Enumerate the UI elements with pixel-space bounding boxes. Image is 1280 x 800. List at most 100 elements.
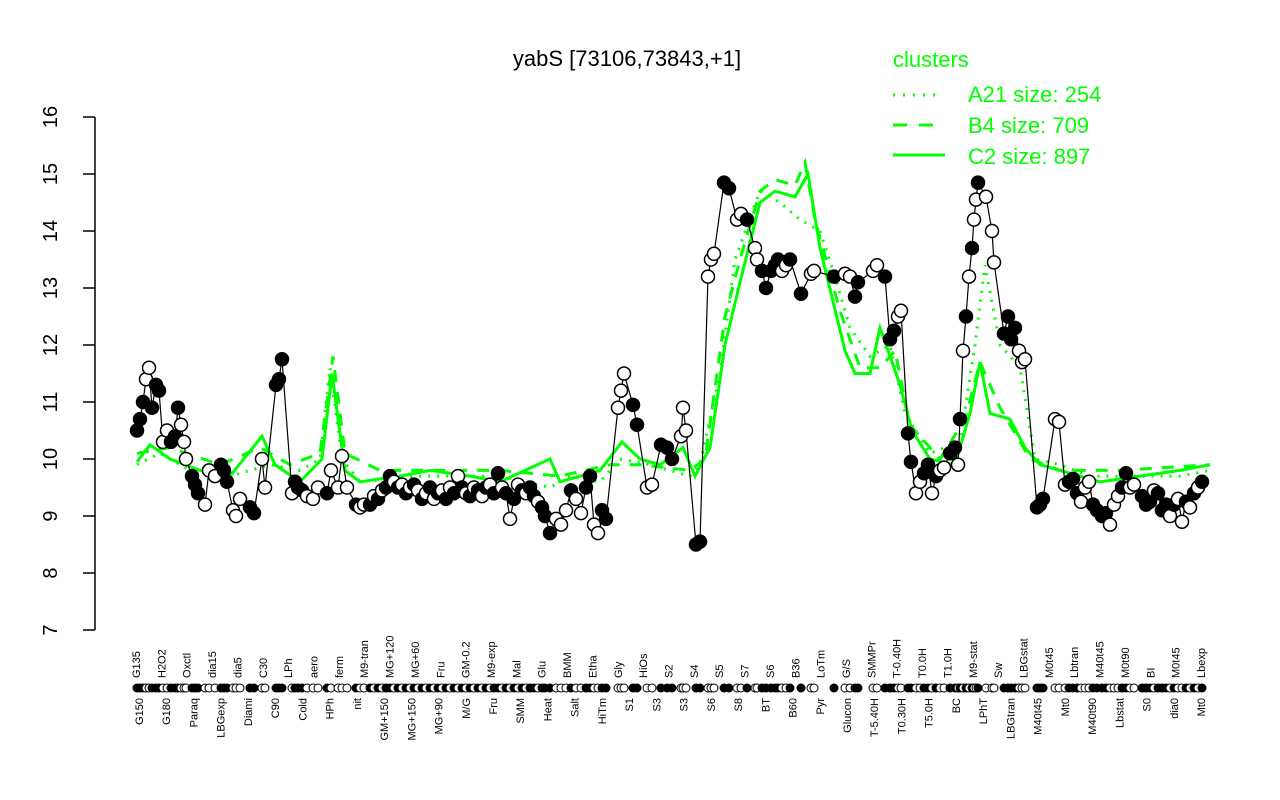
data-point [706, 246, 722, 262]
cluster-lines [135, 157, 1211, 490]
data-point [232, 491, 248, 507]
cluster-b4-line [136, 157, 1211, 478]
data-point [970, 175, 986, 190]
rug-marker [1129, 683, 1139, 693]
data-point [553, 517, 569, 532]
x-category-label: MG+90 [434, 698, 446, 734]
rug-marker [1038, 683, 1048, 693]
x-category-label: S5 [714, 665, 726, 678]
y-tick-label: 15 [40, 163, 62, 185]
x-category-label: Etha [587, 654, 599, 678]
data-point [955, 343, 971, 358]
data-point [721, 181, 737, 196]
x-category-label: G150 [134, 698, 146, 725]
data-point [947, 440, 963, 455]
rug-marker [632, 683, 642, 693]
data-point [739, 212, 755, 227]
data-point [758, 280, 774, 296]
data-point [850, 275, 866, 290]
legend-entry-c2: C2 size: 897 [968, 144, 1090, 169]
data-point [958, 309, 974, 324]
x-category-label: M9-tran [359, 640, 371, 678]
x-category-label: BT [760, 698, 772, 712]
rug-marker [681, 683, 691, 693]
data-point [151, 383, 167, 398]
legend: clusters A21 size: 254 B4 size: 709 C2 s… [893, 47, 1101, 169]
x-category-label: M40t90 [1087, 698, 1099, 735]
data-point [920, 457, 936, 472]
x-category-label: Mal [511, 660, 523, 678]
rug-marker [742, 683, 752, 693]
x-category-label: Glucon [842, 698, 854, 733]
y-tick-label: 12 [40, 334, 62, 356]
x-category-label: BC [951, 698, 963, 713]
x-category-label: LPhT [978, 698, 990, 725]
cluster-c2-line [135, 169, 1211, 484]
rug-marker [973, 683, 983, 693]
x-category-label: dia15 [207, 651, 219, 678]
x-category-label: S3 [651, 698, 663, 711]
x-category-label: T-0.40H [892, 639, 904, 678]
x-category-label: T0.30H [897, 698, 909, 734]
x-category-label: Fru [488, 698, 500, 715]
rug-marker [785, 683, 795, 693]
data-point [1000, 309, 1016, 324]
data-point [170, 400, 186, 415]
cluster-a21-line [136, 188, 1211, 490]
x-category-label: M0t90 [1120, 647, 1132, 678]
x-category-label: Fru [435, 662, 447, 679]
data-point [197, 497, 213, 512]
data-point [319, 485, 335, 501]
x-category-label: Lbstat [1114, 698, 1126, 728]
data-point [610, 400, 626, 415]
x-category-label: S2 [664, 665, 676, 678]
x-category-label: ferm [334, 656, 346, 678]
data-point [190, 485, 206, 501]
x-category-label: S4 [689, 665, 701, 678]
y-tick-label: 10 [40, 448, 62, 470]
x-category-label: MG+60 [410, 642, 422, 678]
x-category-label: HiOs [638, 653, 650, 678]
data-point [271, 371, 287, 387]
rug-marker [989, 683, 999, 693]
x-category-label: HPh [325, 698, 337, 719]
y-tick-label: 16 [40, 106, 62, 128]
x-category-label: M0t45 [1171, 647, 1183, 678]
data-point [219, 474, 235, 490]
y-tick-label: 11 [40, 392, 62, 413]
data-point [952, 411, 968, 427]
x-category-label: C90 [270, 698, 282, 718]
data-point [490, 466, 506, 481]
legend-title: clusters [893, 47, 969, 72]
data-point [144, 400, 160, 415]
data-point [625, 397, 641, 413]
data-point [178, 451, 194, 467]
data-point [1081, 474, 1097, 490]
x-category-label: MG+120 [385, 636, 397, 679]
rug-marker [235, 683, 245, 693]
x-category-label: S1 [624, 698, 636, 711]
rug-marker [724, 683, 734, 693]
x-category-label: C30 [258, 658, 270, 678]
x-category-label: T1.0H [942, 648, 954, 678]
x-category-label: Oxctl [182, 653, 194, 678]
data-point [173, 417, 189, 433]
x-category-label: Mt0 [1196, 698, 1208, 716]
data-point [1182, 500, 1198, 515]
x-bottom-labels: G150 G180 Paraq LBGexp Diami C90 Cold HPh nit GM+… [134, 698, 1208, 741]
x-category-label: B60 [788, 698, 800, 718]
data-point [1150, 485, 1166, 501]
x-category-label: S8 [733, 698, 745, 711]
data-point [323, 463, 339, 478]
x-category-label: LBGexp [216, 698, 228, 738]
data-point [847, 289, 863, 304]
data-point [1035, 491, 1051, 507]
rug-marker [619, 683, 629, 693]
data-point [961, 269, 977, 284]
x-category-label: Salt [570, 698, 582, 717]
data-point [678, 423, 694, 438]
data-point [334, 448, 350, 464]
x-category-label: Glu [537, 661, 549, 678]
data-point [675, 400, 691, 415]
x-category-label: Gly [613, 661, 625, 678]
